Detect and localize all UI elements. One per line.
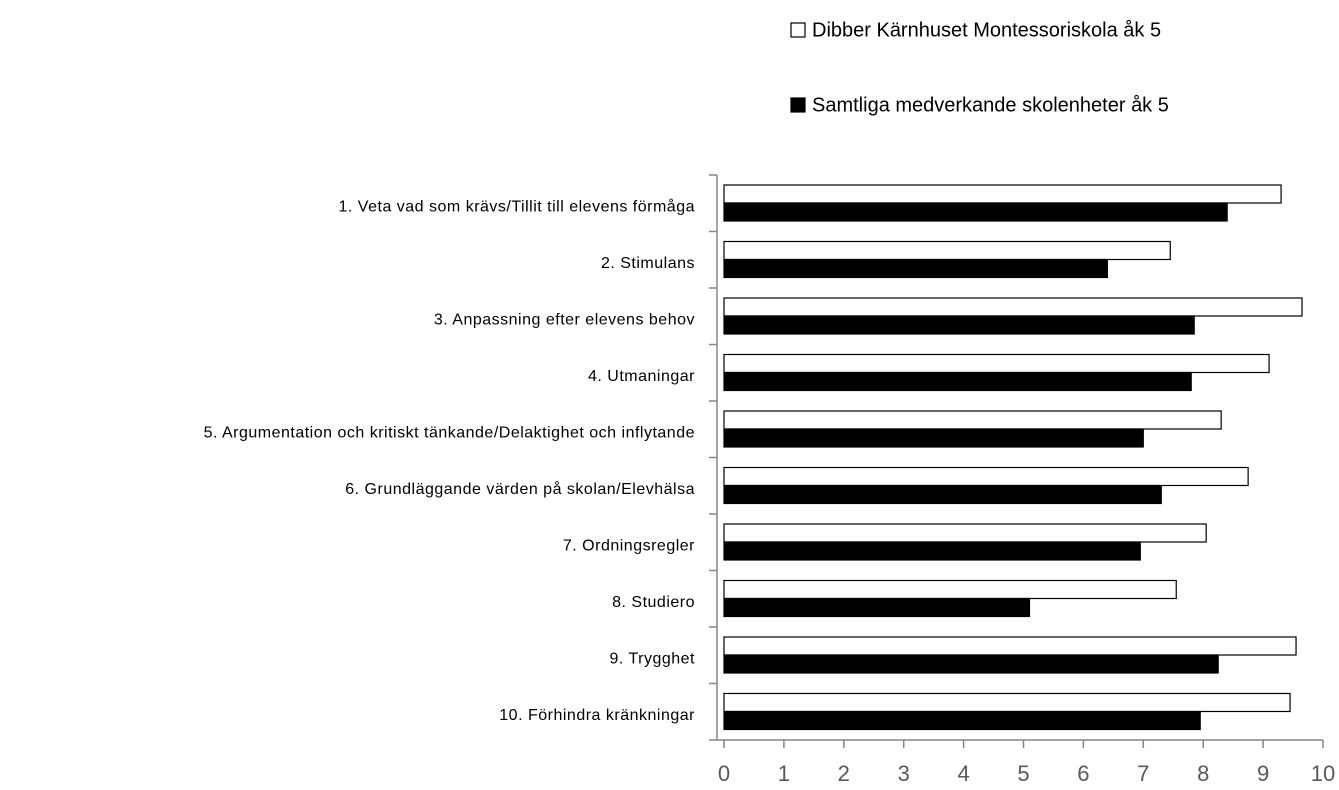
category-label: 9. Trygghet [609, 650, 695, 667]
category-label: 7. Ordningsregler [563, 537, 695, 554]
bar [723, 202, 1228, 222]
category-label: 3. Anpassning efter elevens behov [434, 311, 695, 328]
x-tick-label: 9 [1257, 761, 1269, 786]
x-tick-label: 3 [898, 761, 910, 786]
legend-label: Dibber Kärnhuset Montessoriskola åk 5 [812, 19, 1161, 41]
legend-label: Samtliga medverkande skolenheter åk 5 [812, 94, 1169, 116]
category-label: 1. Veta vad som krävs/Tillit till eleven… [339, 197, 695, 215]
bar [723, 484, 1162, 505]
x-tick-label: 7 [1137, 761, 1149, 786]
bar [723, 315, 1195, 335]
x-tick-label: 1 [778, 761, 790, 786]
bar [723, 636, 1297, 656]
x-tick-label: 8 [1197, 761, 1209, 786]
x-tick-label: 6 [1077, 761, 1089, 786]
bar [723, 184, 1282, 204]
category-label: 4. Utmaningar [588, 368, 695, 385]
category-label: 6. Grundläggande värden på skolan/Elevhä… [345, 480, 695, 498]
category-label: 5. Argumentation och kritiskt tänkande/D… [204, 424, 695, 441]
bar [723, 654, 1219, 674]
legend-swatch [790, 22, 806, 38]
bar [723, 523, 1207, 543]
x-tick-label: 5 [1017, 761, 1029, 786]
category-label: 10. Förhindra kränkningar [499, 707, 695, 724]
bar [723, 410, 1222, 430]
bar [723, 597, 1031, 618]
bar [723, 353, 1270, 374]
bar [723, 428, 1144, 448]
bar [723, 710, 1201, 731]
category-label: 2. Stimulans [601, 255, 695, 272]
bar [723, 579, 1177, 600]
bar [723, 371, 1192, 392]
bar [723, 258, 1108, 279]
category-label: 8. Studiero [612, 594, 695, 611]
bar [723, 692, 1291, 713]
x-tick-label: 2 [838, 761, 850, 786]
x-tick-label: 4 [957, 761, 969, 786]
x-tick-label: 10 [1311, 761, 1335, 786]
bar [723, 466, 1249, 487]
legend-swatch [790, 97, 806, 113]
bar [723, 240, 1171, 261]
x-tick-label: 0 [718, 761, 730, 786]
bar [723, 541, 1141, 561]
bar [723, 297, 1303, 317]
